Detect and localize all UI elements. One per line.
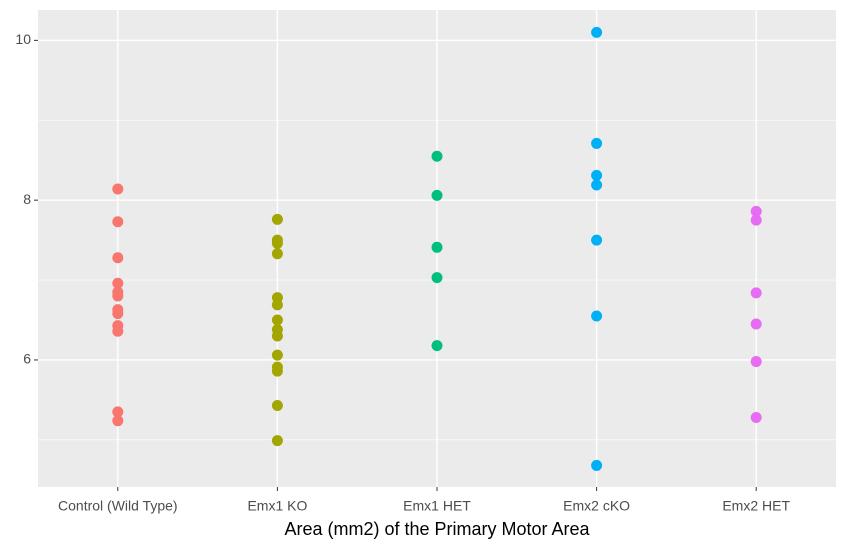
- point: [750, 356, 762, 368]
- point: [591, 26, 603, 38]
- point: [431, 150, 443, 162]
- x-tick-label: Control (Wild Type): [58, 498, 178, 514]
- y-tick-label: 6: [23, 351, 31, 367]
- point: [271, 365, 283, 377]
- point: [271, 213, 283, 225]
- x-tick-label: Emx2 HET: [722, 498, 790, 514]
- point: [750, 205, 762, 217]
- point: [431, 340, 443, 352]
- point: [431, 189, 443, 201]
- point: [591, 310, 603, 322]
- point: [271, 314, 283, 326]
- x-tick-label: Emx1 KO: [247, 498, 307, 514]
- point: [271, 400, 283, 412]
- point: [112, 415, 124, 427]
- point: [591, 234, 603, 246]
- point: [591, 459, 603, 471]
- point: [750, 411, 762, 423]
- point: [750, 318, 762, 330]
- point: [271, 237, 283, 249]
- y-tick-label: 10: [15, 31, 31, 47]
- point: [591, 179, 603, 191]
- y-tick-label: 8: [23, 191, 31, 207]
- point: [271, 248, 283, 260]
- point: [112, 183, 124, 195]
- point: [112, 406, 124, 418]
- point: [271, 349, 283, 361]
- point: [112, 290, 124, 302]
- point: [591, 169, 603, 181]
- point: [431, 272, 443, 284]
- point: [271, 330, 283, 342]
- point: [112, 216, 124, 228]
- point: [431, 241, 443, 253]
- point: [112, 277, 124, 289]
- x-tick-label: Emx1 HET: [403, 498, 471, 514]
- point: [750, 214, 762, 226]
- x-axis-title: Area (mm2) of the Primary Motor Area: [284, 519, 590, 539]
- point: [271, 435, 283, 447]
- x-tick-label: Emx2 cKO: [563, 498, 630, 514]
- point: [750, 287, 762, 299]
- point: [271, 299, 283, 311]
- point: [591, 137, 603, 149]
- point: [112, 252, 124, 264]
- point: [112, 325, 124, 337]
- point: [112, 308, 124, 320]
